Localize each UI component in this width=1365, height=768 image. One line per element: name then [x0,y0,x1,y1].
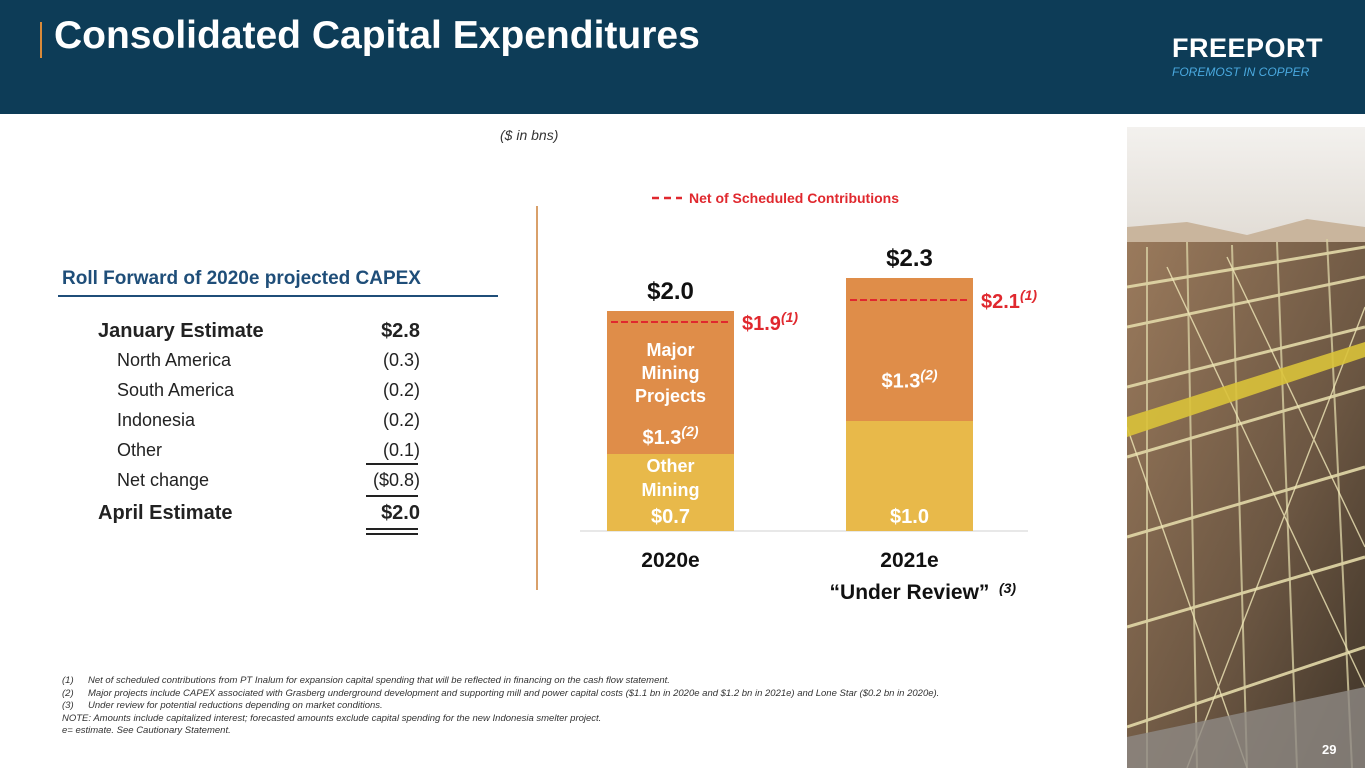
rf-value: ($0.8) [372,470,420,490]
bar-total-label: $2.0 [647,278,694,305]
segment-name-major-mining: Projects [635,386,706,406]
footnote-1: (1) Net of scheduled contributions from P… [62,675,1042,688]
rf-subtotal-rule [366,463,418,465]
rf-double-rule-2 [366,533,418,535]
rf-total-rule [366,495,418,497]
rf-label: January Estimate [98,320,264,342]
bar-major-mining-projects-2020e [607,311,734,454]
freeport-logo: FREEPORT FOREMOST IN COPPER [1172,34,1323,79]
rf-row-other: Other (0.1) [98,440,420,468]
footnote-note: NOTE: Amounts include capitalized intere… [62,712,602,724]
footnote-estimate: e= estimate. See Cautionary Statement. [62,725,231,736]
net-contribution-label: $2.1(1) [981,287,1037,313]
rf-value: (0.2) [382,410,420,430]
segment-value-other-mining: $1.0 [890,506,929,528]
section-divider [536,206,538,590]
footnote-number: (1) [62,675,74,686]
mine-conveyor-photo [1127,127,1365,768]
segment-name-major-mining: Mining [642,363,700,383]
page-number: 29 [1322,742,1337,757]
rf-label: South America [117,380,235,400]
header-bar: Consolidated Capital Expenditures FREEPO… [0,0,1365,114]
footnote-3: (3) Under review for potential reductions… [62,700,1042,713]
rf-label: Indonesia [117,410,196,430]
rf-row-january: January Estimate $2.8 [98,320,420,348]
segment-name-other-mining: Mining [642,480,700,500]
bar-total-label: $2.3 [886,245,933,272]
rf-row-north-america: North America (0.3) [98,350,420,378]
rf-value: (0.2) [382,380,420,400]
logo-tagline: FOREMOST IN COPPER [1172,65,1310,79]
segment-name-other-mining: Other [646,456,694,476]
bar-major-mining-projects-2021e [846,278,973,421]
rf-double-rule-1 [366,528,418,530]
rf-label: Other [117,440,163,460]
rf-row-indonesia: Indonesia (0.2) [98,410,420,438]
footnote-text: Major projects include CAPEX associated … [88,687,940,699]
rf-label: April Estimate [98,502,233,524]
net-contribution-label: $1.9(1) [742,309,798,335]
chart-legend: Net of Scheduled Contributions [652,190,899,206]
segment-value-major-mining: $1.3(2) [642,423,698,449]
bar-other-mining-2021e [846,421,973,531]
category-label: 2021e [880,549,938,572]
segment-name-major-mining: Major [646,340,694,360]
footnote-2: (2) Major projects include CAPEX associat… [62,688,988,701]
bar-other-mining-2020e [607,454,734,531]
category-sublabel: “Under Review” [830,581,990,604]
rf-row-net-change: Net change ($0.8) [98,470,420,498]
capex-chart: Net of Scheduled Contributions $2.0 $1.9(… [580,190,1037,604]
roll-forward-title-rule [58,295,498,297]
rf-row-south-america: South America (0.2) [98,380,420,408]
rf-value: (0.1) [382,440,420,460]
page-title: Consolidated Capital Expenditures [54,14,700,57]
footnote-number: (3) [62,700,74,711]
rf-value: (0.3) [382,350,420,370]
segment-value-major-mining: $1.3(2) [881,367,937,393]
category-label: 2020e [641,549,699,572]
logo-name: FREEPORT [1172,33,1324,63]
roll-forward-title: Roll Forward of 2020e projected CAPEX [62,268,421,289]
footnote-text: Under review for potential reductions de… [88,700,383,711]
units-note: ($ in bns) [500,127,559,143]
rf-value: $2.8 [381,320,420,342]
footnote-text: Net of scheduled contributions from PT I… [88,675,670,686]
rf-row-april: April Estimate $2.0 [98,502,420,530]
rf-value: $2.0 [381,502,420,524]
rf-label: Net change [117,470,210,490]
segment-value-other-mining: $0.7 [651,506,690,528]
category-sublabel-note: (3) [999,580,1016,596]
legend-label: Net of Scheduled Contributions [689,190,899,206]
title-accent-bar [40,22,42,58]
footnote-number: (2) [62,687,74,699]
rf-label: North America [117,350,232,370]
footnotes: (1) Net of scheduled contributions from P… [62,675,1042,738]
